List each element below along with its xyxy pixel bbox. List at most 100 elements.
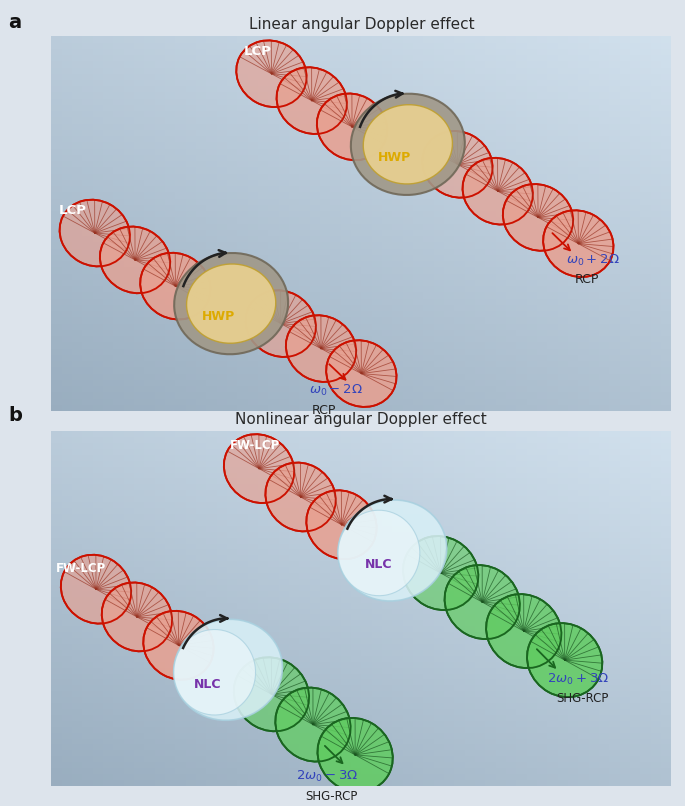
Bar: [382, 573, 393, 579]
Bar: [661, 93, 671, 98]
Bar: [206, 685, 216, 692]
Bar: [237, 311, 248, 318]
Bar: [558, 455, 568, 461]
Bar: [340, 543, 351, 550]
Bar: [351, 249, 362, 255]
Bar: [413, 762, 423, 768]
Bar: [413, 136, 423, 143]
Bar: [599, 443, 610, 449]
Bar: [175, 656, 186, 662]
Bar: [444, 697, 454, 703]
Bar: [145, 508, 155, 514]
Bar: [537, 55, 547, 61]
Bar: [620, 405, 630, 411]
Bar: [320, 520, 330, 526]
Bar: [82, 268, 92, 273]
Bar: [330, 484, 340, 490]
Bar: [558, 780, 568, 786]
Bar: [661, 479, 671, 484]
Bar: [248, 745, 258, 750]
Bar: [362, 249, 372, 255]
Bar: [661, 455, 671, 461]
Bar: [114, 136, 124, 143]
Bar: [124, 667, 134, 674]
Bar: [382, 243, 393, 248]
Bar: [537, 733, 547, 738]
Bar: [382, 467, 393, 472]
Bar: [558, 632, 568, 638]
Bar: [310, 679, 320, 685]
Bar: [661, 679, 671, 685]
Bar: [227, 168, 237, 174]
Bar: [362, 149, 372, 155]
Bar: [124, 484, 134, 490]
Bar: [103, 268, 113, 273]
Bar: [444, 449, 454, 455]
Bar: [588, 174, 599, 180]
Bar: [393, 774, 403, 780]
Bar: [403, 662, 413, 667]
Bar: [248, 709, 258, 715]
Bar: [248, 638, 258, 644]
Bar: [248, 143, 258, 148]
Bar: [145, 626, 155, 632]
Bar: [610, 703, 620, 709]
Bar: [547, 118, 558, 123]
Bar: [506, 745, 516, 750]
Bar: [92, 632, 103, 638]
Bar: [227, 180, 237, 186]
Bar: [82, 733, 92, 738]
Bar: [72, 230, 82, 236]
Bar: [640, 662, 651, 667]
Bar: [362, 484, 372, 490]
Bar: [279, 211, 289, 218]
Bar: [630, 343, 640, 348]
Bar: [165, 437, 175, 443]
Bar: [165, 567, 175, 573]
Bar: [578, 61, 588, 68]
Bar: [403, 561, 413, 567]
Bar: [630, 155, 640, 161]
Bar: [434, 130, 444, 136]
Bar: [454, 380, 464, 386]
Bar: [547, 86, 558, 93]
Bar: [237, 398, 248, 405]
Bar: [393, 502, 403, 508]
Bar: [320, 656, 330, 662]
Bar: [279, 68, 289, 74]
Bar: [103, 55, 113, 61]
Bar: [299, 43, 310, 48]
Bar: [475, 632, 485, 638]
Bar: [216, 255, 227, 261]
Bar: [124, 449, 134, 455]
Bar: [382, 774, 393, 780]
Bar: [413, 621, 423, 626]
Bar: [216, 223, 227, 230]
Bar: [51, 230, 62, 236]
Bar: [588, 280, 599, 286]
Bar: [485, 243, 496, 248]
Bar: [206, 330, 216, 336]
Bar: [186, 543, 196, 550]
Bar: [506, 692, 516, 697]
Bar: [661, 762, 671, 768]
Bar: [403, 484, 413, 490]
Bar: [372, 174, 382, 180]
Bar: [568, 348, 578, 355]
Bar: [599, 685, 610, 692]
Bar: [588, 136, 599, 143]
Bar: [599, 255, 610, 261]
Bar: [114, 750, 124, 756]
Bar: [299, 750, 310, 756]
Bar: [610, 193, 620, 198]
Bar: [620, 286, 630, 293]
Bar: [393, 667, 403, 674]
Bar: [444, 123, 454, 130]
Bar: [630, 514, 640, 520]
Bar: [340, 280, 351, 286]
Bar: [299, 298, 310, 305]
Bar: [506, 555, 516, 561]
Bar: [216, 205, 227, 211]
Bar: [444, 644, 454, 650]
Bar: [340, 780, 351, 786]
